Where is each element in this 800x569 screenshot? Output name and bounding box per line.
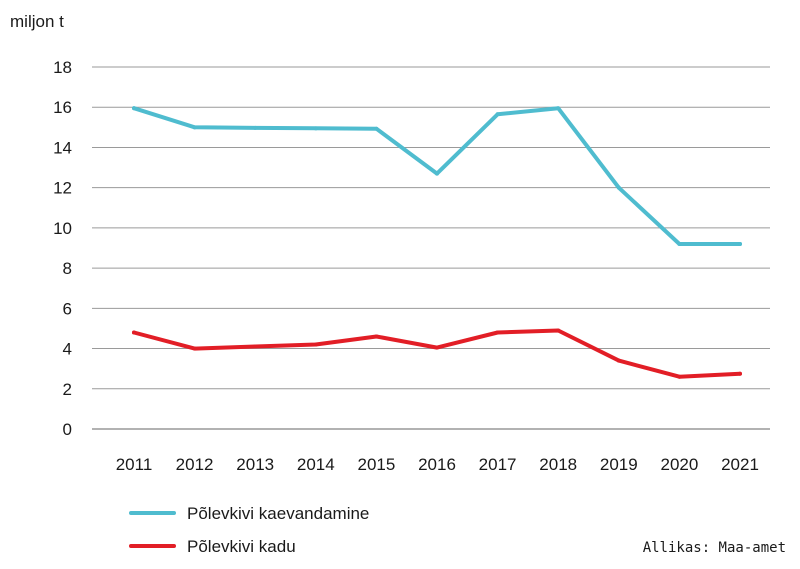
data-point-kadu-2020 xyxy=(677,374,682,379)
data-point-kadu-2013 xyxy=(253,344,258,349)
y-axis-ticks: 0 2 4 6 8 10 12 14 16 18 xyxy=(53,58,72,439)
data-point-kadu-2017 xyxy=(495,330,500,335)
data-point-kadu-2011 xyxy=(132,330,136,335)
y-axis-unit-label: miljon t xyxy=(10,12,64,31)
data-point-kaevandamine-2019 xyxy=(616,185,621,190)
source-label: Allikas: Maa-amet xyxy=(643,540,786,556)
data-point-kaevandamine-2015 xyxy=(374,126,379,131)
y-tick-label-18: 18 xyxy=(53,58,72,77)
x-axis-ticks: 2011 2012 2013 2014 2015 2016 2017 2018 2019 2020… xyxy=(116,455,759,474)
x-tick-label-2018: 2018 xyxy=(539,455,577,474)
x-tick-label-2011: 2011 xyxy=(116,455,153,474)
y-tick-label-14: 14 xyxy=(53,138,72,157)
x-tick-label-2014: 2014 xyxy=(297,455,335,474)
x-tick-label-2012: 2012 xyxy=(176,455,214,474)
data-point-kadu-2021 xyxy=(738,371,742,376)
y-tick-label-8: 8 xyxy=(63,259,72,278)
x-tick-label-2013: 2013 xyxy=(236,455,274,474)
y-tick-label-0: 0 xyxy=(63,420,72,439)
legend-label-kaevandamine: Põlevkivi kaevandamine xyxy=(187,504,369,523)
data-point-kaevandamine-2017 xyxy=(495,112,500,117)
data-point-kadu-2015 xyxy=(374,334,379,339)
y-tick-label-16: 16 xyxy=(53,98,72,117)
data-point-kadu-2019 xyxy=(616,358,621,363)
data-point-kaevandamine-2020 xyxy=(677,241,682,246)
data-point-kaevandamine-2012 xyxy=(192,125,197,130)
x-tick-label-2015: 2015 xyxy=(357,455,395,474)
data-point-kaevandamine-2016 xyxy=(435,171,439,176)
y-tick-label-12: 12 xyxy=(53,179,72,198)
data-point-kadu-2018 xyxy=(556,328,561,333)
x-tick-label-2021: 2021 xyxy=(721,455,759,474)
x-tick-label-2017: 2017 xyxy=(479,455,517,474)
series-lines xyxy=(132,106,742,379)
x-tick-label-2020: 2020 xyxy=(660,455,698,474)
data-point-kaevandamine-2021 xyxy=(738,241,742,246)
y-tick-label-6: 6 xyxy=(63,299,72,318)
series-line-kaevandamine xyxy=(132,106,742,246)
legend-label-kadu: Põlevkivi kadu xyxy=(187,537,296,556)
x-tick-label-2019: 2019 xyxy=(600,455,638,474)
data-point-kaevandamine-2014 xyxy=(313,126,318,131)
y-tick-label-4: 4 xyxy=(63,340,72,359)
x-tick-label-2016: 2016 xyxy=(418,455,456,474)
data-point-kadu-2014 xyxy=(313,342,318,347)
y-tick-label-10: 10 xyxy=(53,219,72,238)
legend: Põlevkivi kaevandamine Põlevkivi kadu xyxy=(129,504,369,556)
data-point-kaevandamine-2013 xyxy=(253,125,258,130)
data-point-kaevandamine-2018 xyxy=(556,106,561,111)
y-tick-label-2: 2 xyxy=(63,380,72,399)
data-point-kaevandamine-2011 xyxy=(132,106,136,111)
data-point-kadu-2012 xyxy=(192,346,197,351)
series-line-kadu xyxy=(132,328,742,379)
data-point-kadu-2016 xyxy=(435,345,439,350)
